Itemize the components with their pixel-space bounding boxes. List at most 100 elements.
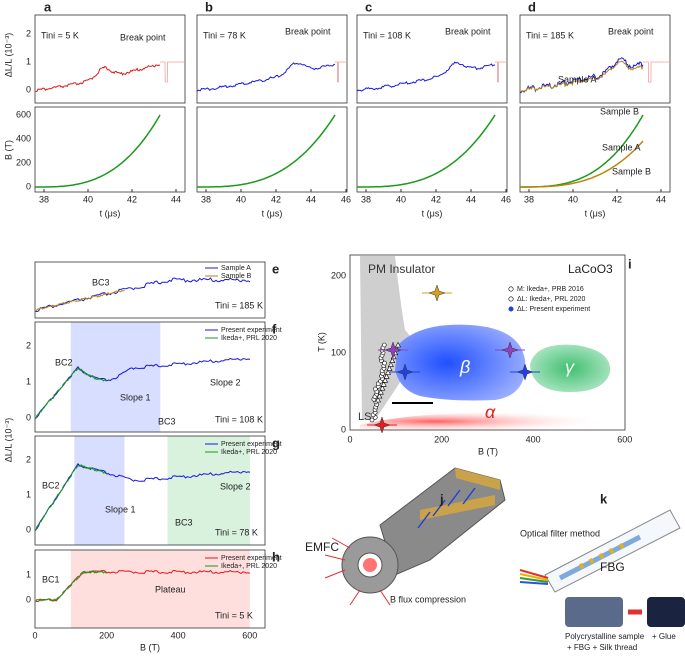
- temperature: Tini = 185 K: [215, 300, 263, 310]
- axis-title: t (μs): [100, 208, 121, 218]
- x-tick-label: 46: [501, 194, 511, 204]
- panel-letter: k: [600, 491, 608, 506]
- legend-label: Present experiment: [221, 441, 282, 448]
- x-tick-label: 40: [396, 194, 406, 204]
- strain-curve: [34, 569, 251, 603]
- annotation: BC2: [55, 357, 73, 367]
- annotation: Optical filter method: [520, 528, 600, 538]
- x-tick-label: 40: [236, 194, 246, 204]
- axis-title: ΔL/L (10⁻³): [3, 418, 13, 462]
- legend-swatch: [508, 286, 514, 292]
- annotation: + Glue: [652, 632, 676, 641]
- strain-curve: [519, 60, 644, 93]
- marker: [389, 357, 396, 364]
- y-tick-label: 1: [26, 569, 31, 579]
- x-tick-label: 46: [341, 194, 351, 204]
- plot-frame: [34, 261, 266, 319]
- temperature: Tini = 78 K: [215, 527, 258, 537]
- marker: [376, 392, 383, 399]
- legend-label: M: Ikeda+, PRB 2016: [517, 286, 584, 293]
- legend-swatch: [508, 296, 514, 302]
- field-curve: [35, 114, 161, 188]
- after-break: [495, 61, 507, 83]
- shaded-band: [74, 436, 125, 545]
- annotation: FBG: [600, 560, 625, 574]
- panel-letter: f: [272, 321, 277, 336]
- after-break: [160, 61, 185, 83]
- plot-frame: [356, 106, 508, 193]
- annotation: B flux compression: [390, 594, 466, 604]
- axis-title: B (T): [140, 642, 160, 652]
- marker: [396, 363, 414, 381]
- strain-curve: [356, 61, 496, 92]
- temperature: Tini = 5 K: [215, 610, 253, 620]
- region-label: γ: [565, 357, 575, 377]
- annotation: BC2: [42, 480, 60, 490]
- annotation: Slope 2: [220, 481, 251, 491]
- region-label: β: [459, 357, 470, 377]
- panel-letter: j: [439, 491, 444, 506]
- legend-label: Present experiment: [221, 555, 282, 562]
- y-tick-label: 1: [26, 376, 31, 386]
- marker: [501, 341, 519, 359]
- x-tick-label: 42: [612, 194, 622, 204]
- marker: [380, 381, 387, 387]
- plot-frame: [34, 14, 186, 104]
- plot-frame: [196, 106, 348, 193]
- field-curve: [197, 114, 336, 188]
- y-tick-label: 1: [26, 56, 31, 66]
- marker: [377, 389, 384, 395]
- legend-label: Present experiment: [221, 327, 282, 334]
- panel-letter: e: [272, 261, 279, 276]
- annotation: Slope 1: [120, 392, 151, 402]
- annotation: Plateau: [155, 584, 186, 594]
- panel-letter: g: [272, 435, 280, 450]
- x-tick-label: 40: [568, 194, 578, 204]
- legend-label: Sample A: [221, 265, 251, 272]
- annotation: BC3: [175, 517, 193, 527]
- shaded-band: [167, 436, 250, 545]
- x-tick-label: 42: [431, 194, 441, 204]
- x-tick-label: 400: [171, 630, 186, 640]
- reference-curve: [34, 464, 107, 531]
- plot-frame: [34, 106, 186, 193]
- shaded-band: [70, 550, 250, 628]
- x-tick-label: 44: [466, 194, 476, 204]
- annotation: Break point: [285, 26, 331, 36]
- y-tick-label: 0: [26, 594, 31, 604]
- y-tick-label: 2: [26, 454, 31, 464]
- axis-title: B (T): [3, 140, 13, 160]
- strain-curve: [34, 357, 251, 420]
- y-tick-label: 200: [331, 270, 346, 280]
- reference-curve: [34, 290, 125, 312]
- fbg-illustration: [519, 509, 685, 627]
- y-tick-label: 2: [26, 340, 31, 350]
- emfc-illustration: [324, 467, 506, 606]
- axis-title: t (μs): [422, 208, 443, 218]
- y-tick-label: 0: [26, 412, 31, 422]
- x-tick-label: 40: [83, 194, 93, 204]
- legend-swatch: [508, 306, 514, 312]
- plot-frame: [519, 14, 671, 104]
- annotation: Slope 1: [105, 504, 136, 514]
- legend-label: Ikeda+, PRL 2020: [221, 335, 277, 342]
- x-tick-label: 600: [242, 630, 257, 640]
- strain-curve: [34, 64, 161, 92]
- y-tick-label: 100: [331, 347, 346, 357]
- region-label: α: [485, 402, 496, 422]
- y-tick-label: 0: [26, 524, 31, 534]
- x-tick-label: 38: [361, 194, 371, 204]
- y-tick-label: 600: [16, 109, 31, 119]
- plot-frame: [34, 321, 266, 433]
- marker: [373, 386, 378, 392]
- axis-title: t (μs): [585, 208, 606, 218]
- y-tick-label: 0: [26, 84, 31, 94]
- marker: [373, 416, 391, 434]
- annotation: BC3: [158, 416, 176, 426]
- field-curve: [357, 114, 496, 188]
- x-tick-label: 44: [656, 194, 666, 204]
- annotation: Sample B: [600, 106, 639, 116]
- region-label: LS: [358, 411, 371, 423]
- plot-frame: [34, 435, 266, 546]
